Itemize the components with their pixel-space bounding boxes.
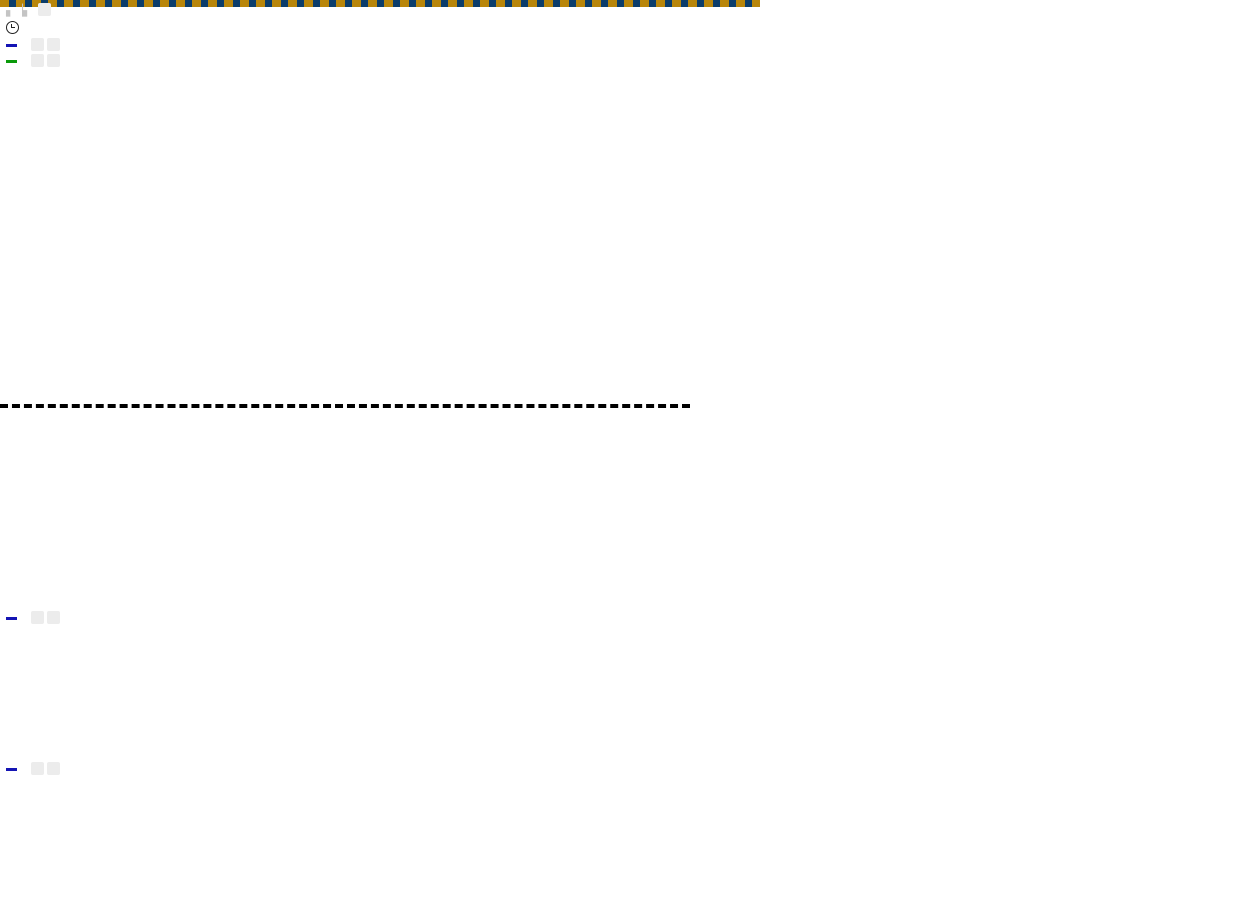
rsi-legend [6, 611, 60, 626]
period-legend [6, 21, 23, 37]
ema50-color-swatch [6, 60, 17, 63]
rsi-color-swatch [6, 617, 17, 620]
ema200-settings-icon[interactable] [31, 38, 44, 51]
rsi-chart-canvas[interactable] [0, 604, 760, 751]
cci-close-icon[interactable] [47, 762, 60, 775]
window-title-strip [0, 0, 1234, 7]
cci-chart-canvas[interactable] [0, 755, 760, 905]
cci-chart-pane[interactable] [0, 755, 760, 905]
price-chart-canvas[interactable] [0, 7, 760, 600]
title-strip-dashes [0, 0, 760, 7]
rsi-settings-icon[interactable] [31, 611, 44, 624]
ema50-settings-icon[interactable] [31, 54, 44, 67]
bars-icon: ▖▕▖ [6, 5, 32, 17]
title-strip-tail [760, 0, 1234, 7]
clock-icon [6, 21, 19, 34]
rsi-close-icon[interactable] [47, 611, 60, 624]
ema200-close-icon[interactable] [47, 38, 60, 51]
rsi-chart-pane[interactable] [0, 604, 760, 751]
price-chart-pane[interactable] [0, 7, 760, 600]
cci-color-swatch [6, 768, 17, 771]
ema50-close-icon[interactable] [47, 54, 60, 67]
instrument-settings-icon[interactable] [38, 3, 52, 16]
ema50-legend [6, 54, 60, 69]
cci-settings-icon[interactable] [31, 762, 44, 775]
cci-legend [6, 762, 60, 777]
alert-horizontal-line[interactable] [0, 404, 690, 408]
ema200-color-swatch [6, 44, 17, 47]
ema200-legend [6, 38, 60, 53]
instrument-legend: ▖▕▖ [6, 3, 52, 18]
